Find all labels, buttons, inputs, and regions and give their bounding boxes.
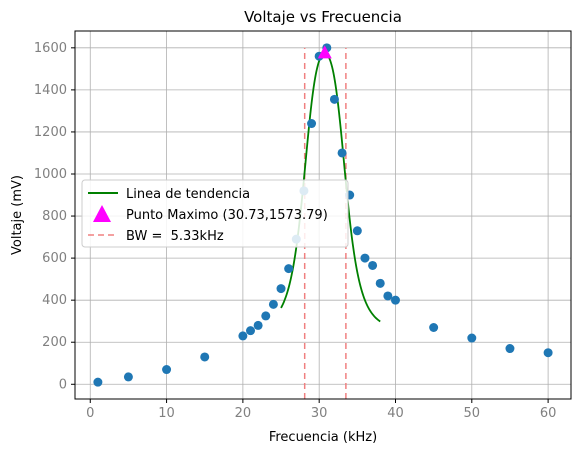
data-point: [543, 348, 553, 358]
y-tick-label: 600: [42, 251, 67, 266]
y-tick-label: 1400: [34, 83, 67, 98]
peak-marker: [317, 45, 332, 59]
data-point: [284, 264, 294, 274]
x-axis-ticks: 0 10 20 30 40 50 60: [86, 399, 556, 421]
y-tick-label: 400: [42, 293, 67, 308]
y-tick-label: 1000: [34, 167, 67, 182]
x-tick-label: 60: [540, 406, 557, 421]
x-tick-label: 0: [86, 406, 94, 421]
data-point: [467, 333, 477, 343]
data-point: [429, 323, 439, 333]
data-point: [390, 295, 400, 305]
data-point: [261, 311, 271, 321]
data-point: [329, 94, 339, 104]
y-tick-label: 1200: [34, 125, 67, 140]
y-axis-ticks: 0 200 400 600 800 1000 1200 1400 1600: [34, 41, 75, 392]
data-point: [123, 372, 133, 382]
data-point: [352, 226, 362, 236]
data-point: [268, 299, 278, 309]
data-point: [383, 291, 393, 301]
data-point: [246, 326, 256, 336]
y-axis-label: Voltaje (mV): [10, 175, 25, 255]
data-point: [253, 320, 263, 330]
legend: Linea de tendencia Punto Maximo (30.73,1…: [81, 179, 349, 248]
legend-peak-swatch: [93, 205, 111, 222]
data-point: [238, 331, 248, 341]
x-tick-label: 40: [387, 406, 404, 421]
data-point: [360, 253, 370, 263]
y-tick-label: 1600: [34, 41, 67, 56]
chart-title: Voltaje vs Frecuencia: [244, 8, 402, 26]
data-point: [307, 119, 317, 129]
data-point: [337, 148, 347, 158]
peak-layer: [317, 45, 332, 59]
data-point: [200, 352, 210, 362]
legend-box: [81, 179, 349, 248]
y-tick-label: 200: [42, 335, 67, 350]
x-tick-label: 30: [311, 406, 328, 421]
data-point: [93, 377, 103, 387]
x-tick-label: 10: [158, 406, 175, 421]
plot-frame: [74, 30, 572, 400]
data-point: [162, 365, 172, 375]
legend-trend-label: Linea de tendencia: [126, 187, 250, 202]
x-tick-label: 50: [464, 406, 481, 421]
data-point: [505, 344, 515, 354]
legend-bandwidth-label: BW = 5.33kHz: [126, 229, 224, 244]
x-tick-label: 20: [235, 406, 252, 421]
x-axis-label: Frecuencia (kHz): [269, 430, 377, 445]
data-point: [368, 260, 378, 270]
y-tick-label: 0: [59, 377, 67, 392]
data-point: [375, 278, 385, 288]
y-tick-label: 800: [42, 209, 67, 224]
legend-peak-label: Punto Maximo (30.73,1573.79): [126, 208, 328, 223]
data-point: [276, 284, 286, 294]
